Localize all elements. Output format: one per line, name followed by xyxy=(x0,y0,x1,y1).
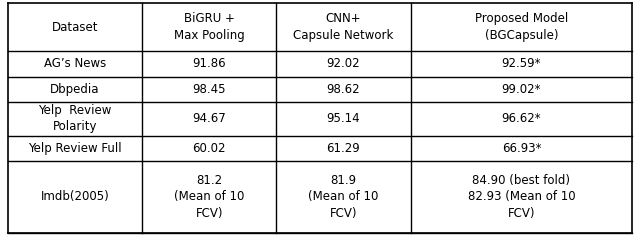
Text: 66.93*: 66.93* xyxy=(502,142,541,155)
Text: 60.02: 60.02 xyxy=(193,142,226,155)
Text: Yelp Review Full: Yelp Review Full xyxy=(28,142,122,155)
Text: Imdb(2005): Imdb(2005) xyxy=(40,190,109,203)
Text: Proposed Model
(BGCapsule): Proposed Model (BGCapsule) xyxy=(475,13,568,42)
Text: Yelp  Review
Polarity: Yelp Review Polarity xyxy=(38,104,111,133)
Text: 84.90 (best fold)
82.93 (Mean of 10
FCV): 84.90 (best fold) 82.93 (Mean of 10 FCV) xyxy=(468,174,575,220)
Text: Dbpedia: Dbpedia xyxy=(50,83,100,96)
Text: 95.14: 95.14 xyxy=(326,112,360,125)
Text: 92.02: 92.02 xyxy=(326,58,360,71)
Text: 99.02*: 99.02* xyxy=(502,83,541,96)
Text: CNN+
Capsule Network: CNN+ Capsule Network xyxy=(293,13,394,42)
Text: 92.59*: 92.59* xyxy=(502,58,541,71)
Text: 96.62*: 96.62* xyxy=(502,112,541,125)
Text: 94.67: 94.67 xyxy=(192,112,226,125)
Text: 81.2
(Mean of 10
FCV): 81.2 (Mean of 10 FCV) xyxy=(174,174,244,220)
Text: BiGRU +
Max Pooling: BiGRU + Max Pooling xyxy=(173,13,244,42)
Text: 98.45: 98.45 xyxy=(193,83,226,96)
Text: 61.29: 61.29 xyxy=(326,142,360,155)
Text: Dataset: Dataset xyxy=(52,21,98,34)
Text: 98.62: 98.62 xyxy=(326,83,360,96)
Text: AG’s News: AG’s News xyxy=(44,58,106,71)
Text: 91.86: 91.86 xyxy=(192,58,226,71)
Text: 81.9
(Mean of 10
FCV): 81.9 (Mean of 10 FCV) xyxy=(308,174,379,220)
